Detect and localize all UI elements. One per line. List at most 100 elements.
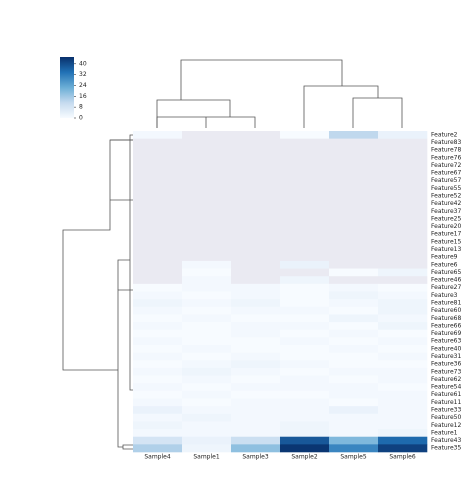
colorbar-tick-label: 16 [79,93,87,100]
heatmap-cell [133,429,183,438]
row-label: Feature25 [431,215,461,222]
heatmap-cell [378,245,428,254]
heatmap-cell [133,176,183,185]
heatmap-cell [231,268,281,277]
heatmap-cell [280,367,330,376]
heatmap-cell [133,245,183,254]
heatmap-cell [329,146,379,155]
heatmap-cell [329,199,379,208]
row-label: Feature69 [431,330,461,337]
heatmap-cell [378,352,428,361]
heatmap-cell [133,153,183,162]
heatmap-cell [231,253,281,262]
heatmap-cell [329,283,379,292]
heatmap-cell [280,337,330,346]
heatmap-cell [378,207,428,216]
heatmap-cell [182,260,232,269]
heatmap-cell [231,406,281,415]
heatmap-cell [329,131,379,139]
heatmap-cell [329,153,379,162]
heatmap-cell [231,215,281,224]
heatmap-cell [280,360,330,369]
heatmap-cell [280,199,330,208]
heatmap-cell [182,199,232,208]
heatmap-cell [329,306,379,315]
heatmap-cell [378,345,428,353]
heatmap-cell [280,306,330,315]
heatmap-cell [133,444,183,453]
column-label: Sample4 [144,454,170,461]
heatmap-cell [231,429,281,438]
heatmap-cell [231,283,281,292]
row-label: Feature36 [431,361,461,368]
heatmap-cell [378,436,428,445]
heatmap-cell [378,169,428,178]
heatmap-cell [133,360,183,369]
heatmap-cell [329,322,379,331]
column-label: Sample5 [340,454,366,461]
heatmap-cell [329,138,379,147]
heatmap-cell [231,176,281,185]
row-label: Feature62 [431,376,461,383]
heatmap-cell [378,383,428,392]
row-label: Feature54 [431,384,461,391]
heatmap-cell [133,337,183,346]
heatmap-cell [378,322,428,331]
row-dendrogram [62,134,133,450]
heatmap-cell [231,367,281,376]
heatmap-cell [378,153,428,162]
heatmap-cell [182,322,232,331]
heatmap-cell [378,283,428,292]
heatmap-cell [133,398,183,407]
heatmap-cell [329,230,379,239]
heatmap-cell [378,306,428,315]
heatmap-cell [329,245,379,254]
row-label: Feature43 [431,437,461,444]
heatmap-cell [231,436,281,445]
row-label: Feature60 [431,307,461,314]
heatmap-cell [182,421,232,430]
row-label: Feature20 [431,223,461,230]
heatmap-cell [280,413,330,422]
column-label: Sample6 [389,454,415,461]
heatmap-cell [378,444,428,453]
heatmap-cell [280,192,330,201]
heatmap-cell [280,146,330,155]
heatmap-cell [378,375,428,384]
heatmap-cell [329,429,379,438]
row-label: Feature31 [431,353,461,360]
heatmap-cell [378,238,428,246]
heatmap-cell [231,306,281,315]
heatmap-cell [329,299,379,308]
heatmap-cell [231,413,281,422]
heatmap-cell [182,230,232,239]
row-label: Feature40 [431,345,461,352]
heatmap-cell [133,375,183,384]
row-label: Feature12 [431,422,461,429]
heatmap-cell [133,169,183,178]
heatmap-cell [133,161,183,170]
heatmap-cell [182,222,232,231]
heatmap-cell [280,429,330,438]
heatmap-cell [378,314,428,323]
heatmap-cell [133,314,183,323]
heatmap-cell [231,131,281,139]
row-label: Feature42 [431,200,461,207]
heatmap-cell [329,260,379,269]
heatmap-cell [182,360,232,369]
heatmap-cell [133,390,183,399]
heatmap-cell [329,360,379,369]
heatmap-cell [280,398,330,407]
heatmap-cell [329,398,379,407]
heatmap-cell [182,367,232,376]
row-label: Feature33 [431,406,461,413]
heatmap-cell [231,276,281,285]
row-label: Feature61 [431,391,461,398]
heatmap-cell [133,260,183,269]
column-dendrogram [156,59,403,128]
heatmap-cell [280,268,330,277]
heatmap-cell [231,169,281,178]
heatmap-cell [280,352,330,361]
colorbar-tick-label: 32 [79,71,87,78]
heatmap-cell [280,238,330,246]
